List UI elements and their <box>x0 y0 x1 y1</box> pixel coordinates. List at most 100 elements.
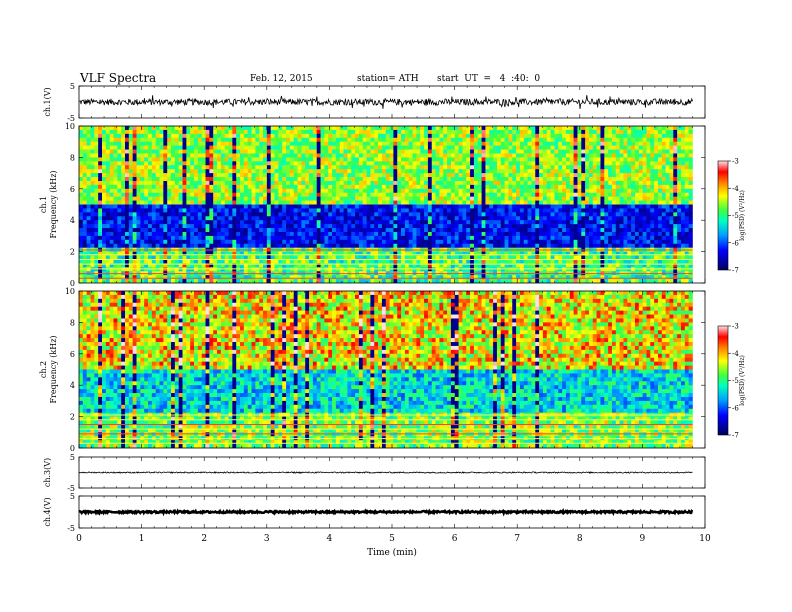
spectrogram-cell <box>516 275 521 280</box>
spectrogram-cell <box>155 251 160 256</box>
spectrogram-cell <box>335 267 341 272</box>
spectrogram-cell <box>508 200 513 205</box>
spectrogram-cell <box>94 216 99 221</box>
spectrogram-cell <box>140 267 145 272</box>
spectrogram-cell <box>531 204 536 209</box>
spectrogram-cell <box>266 263 272 268</box>
spectrogram-cell <box>527 129 532 135</box>
spectrogram-cell <box>243 177 248 182</box>
spectrogram-cell <box>232 157 237 162</box>
spectrogram-cell <box>343 184 348 190</box>
spectrogram-cell <box>79 165 84 170</box>
spectrogram-cell <box>247 192 252 197</box>
spectrogram-cell <box>374 141 379 146</box>
spectrogram-cell <box>416 263 421 268</box>
spectrogram-cell <box>263 192 268 197</box>
spectrogram-cell <box>263 263 268 268</box>
spectrogram-cell <box>485 137 490 142</box>
spectrogram-cell <box>527 259 532 264</box>
spectrogram-cell <box>82 196 87 201</box>
spectrogram-cell <box>255 216 260 221</box>
spectrogram-cell <box>247 165 252 170</box>
spectrogram-cell <box>347 145 352 150</box>
spectrogram-cell <box>427 255 433 260</box>
spectrogram-cell <box>98 149 103 154</box>
spectrogram-cell <box>347 192 352 197</box>
spectrogram-cell <box>412 192 417 197</box>
spectrogram-cell <box>531 157 536 162</box>
spectrogram-cell <box>297 220 302 225</box>
spectrogram-cell <box>297 216 302 221</box>
spectrogram-cell <box>301 145 306 150</box>
spectrogram-cell <box>182 259 187 264</box>
spectrogram-cell <box>470 235 475 241</box>
spectrogram-cell <box>527 267 532 272</box>
spectrogram-cell <box>228 196 233 201</box>
spectrogram-cell <box>251 239 256 245</box>
spectrogram-cell <box>500 129 505 135</box>
spectrogram-cell <box>174 137 179 142</box>
spectrogram-cell <box>263 157 268 162</box>
spectrogram-cell <box>343 173 348 178</box>
spectrogram-cell <box>328 235 333 241</box>
spectrogram-cell <box>366 180 371 186</box>
spectrogram-cell <box>86 196 91 201</box>
spectrogram-cell <box>282 259 287 264</box>
spectrogram-cell <box>439 161 444 166</box>
spectrogram-cell <box>504 161 509 166</box>
spectrogram-cell <box>496 275 502 280</box>
spectrogram-cell <box>489 188 494 194</box>
spectrogram-cell <box>155 180 160 186</box>
spectrogram-cell <box>500 184 505 190</box>
spectrogram-cell <box>320 161 325 166</box>
spectrogram-cell <box>470 161 475 166</box>
spectrogram-cell <box>412 188 417 194</box>
spectrogram-cell <box>393 145 398 150</box>
spectrogram-cell <box>416 208 421 213</box>
spectrogram-cell <box>504 196 509 201</box>
spectrogram-cell <box>220 157 225 162</box>
spectrogram-cell <box>427 196 433 201</box>
spectrogram-cell <box>136 165 141 170</box>
spectrogram-cell <box>240 169 245 174</box>
spectrogram-cell <box>355 149 360 154</box>
spectrogram-cell <box>197 267 202 272</box>
spectrogram-cell <box>462 169 467 174</box>
spectrogram-cell <box>163 149 168 154</box>
spectrogram-cell <box>240 161 245 166</box>
spectrogram-cell <box>527 133 532 139</box>
spectrogram-cell <box>355 279 360 283</box>
spectrogram-cell <box>493 255 498 260</box>
spectrogram-cell <box>539 188 544 194</box>
spectrogram-cell <box>385 165 390 170</box>
spectrogram-cell <box>102 263 107 268</box>
spectrogram-cell <box>439 177 444 182</box>
spectrogram-cell <box>535 208 540 213</box>
spectrogram-cell <box>312 275 318 280</box>
spectrogram-cell <box>148 165 153 170</box>
spectrogram-cell <box>343 275 348 280</box>
spectrogram-cell <box>117 169 122 174</box>
spectrogram-cell <box>301 231 306 237</box>
spectrogram-cell <box>493 263 498 268</box>
spectrogram-cell <box>305 126 310 131</box>
spectrogram-cell <box>351 133 356 139</box>
spectrogram-cell <box>485 173 490 178</box>
spectrogram-cell <box>424 184 429 190</box>
spectrogram-cell <box>240 126 245 131</box>
spectrogram-cell <box>282 141 287 146</box>
spectrogram-cell <box>278 141 283 146</box>
spectrogram-cell <box>355 184 360 190</box>
spectrogram-cell <box>209 216 214 221</box>
spectrogram-cell <box>385 220 390 225</box>
spectrogram-cell <box>259 259 264 264</box>
spectrogram-cell <box>217 184 222 190</box>
spectrogram-cell <box>90 165 95 170</box>
spectrogram-cell <box>355 180 360 186</box>
spectrogram-cell <box>144 279 149 283</box>
spectrogram-cell <box>504 275 509 280</box>
spectrogram-cell <box>159 157 164 162</box>
spectrogram-cell <box>247 137 252 142</box>
spectrogram-cell <box>205 149 210 154</box>
spectrogram-cell <box>378 165 383 170</box>
